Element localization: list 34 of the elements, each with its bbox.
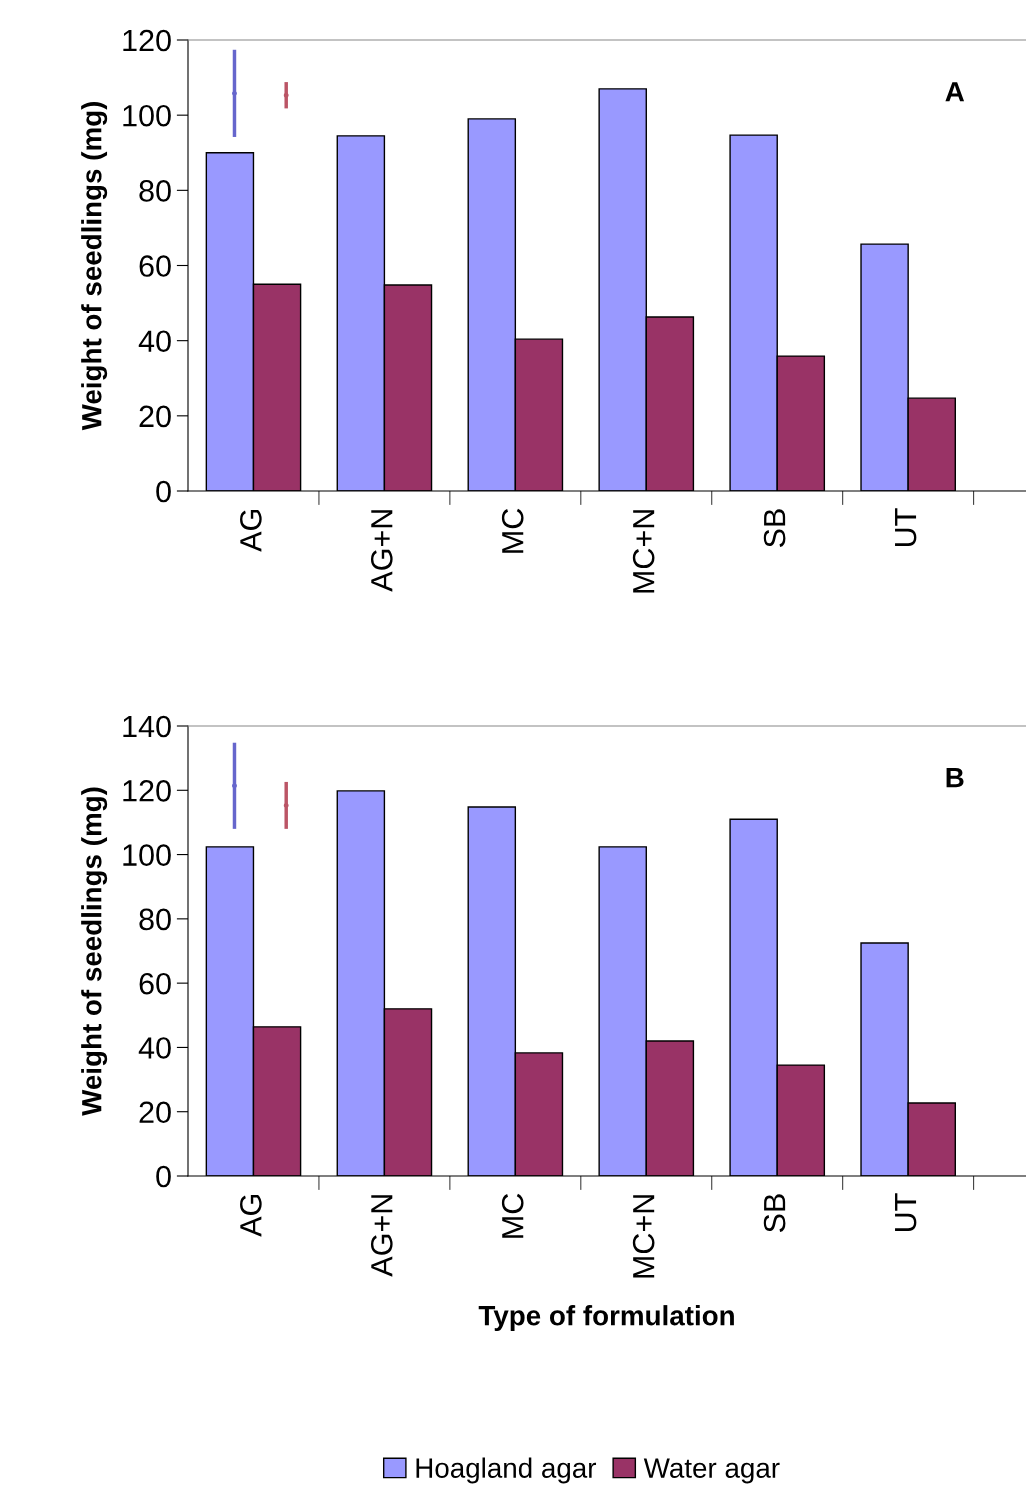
- y-tick-label: 60: [139, 972, 171, 995]
- x-axis-title: Type of formulation: [478, 1305, 734, 1331]
- annotation: B: [946, 768, 964, 788]
- y-tick-label: 100: [123, 844, 171, 866]
- x-tick-label: SB: [763, 509, 786, 548]
- y-tick-label: 20: [139, 405, 171, 428]
- y-tick-label: 120: [123, 29, 171, 52]
- x-tick-label: AG: [240, 1194, 262, 1237]
- x-tick-label: AG: [240, 509, 262, 552]
- x-tick-label: SB: [763, 1194, 786, 1233]
- y-tick-label: 0: [156, 480, 171, 503]
- y-tick-label: 80: [139, 908, 171, 931]
- x-tick-label: UT: [895, 508, 917, 547]
- y-tick-label: 40: [138, 1037, 171, 1059]
- x-tick-label: MC+N: [632, 510, 655, 593]
- y-tick-label: 80: [139, 180, 171, 202]
- y-tick-label: 40: [138, 330, 171, 353]
- x-tick-label: UT: [895, 1193, 917, 1232]
- y-tick-label: 60: [139, 255, 171, 277]
- x-tick-label: AG+N: [370, 510, 393, 592]
- y-axis-title: Weight of seedlings (mg): [81, 787, 108, 1116]
- legend-label: Water agar: [643, 1458, 780, 1484]
- legend-label: Hoagland agar: [416, 1457, 597, 1484]
- y-tick-label: 120: [123, 780, 171, 802]
- annotation: A: [945, 82, 965, 102]
- y-tick-label: 20: [139, 1101, 171, 1124]
- y-tick-label: 0: [156, 1165, 171, 1188]
- x-tick-label: MC: [501, 1193, 524, 1238]
- y-axis-title: Weight of seedlings (mg): [81, 101, 108, 431]
- x-tick-label: MC: [501, 508, 524, 553]
- y-tick-label: 100: [123, 104, 171, 127]
- x-tick-label: MC+N: [632, 1195, 655, 1278]
- y-tick-label: 140: [123, 715, 171, 738]
- x-tick-label: AG+N: [370, 1195, 393, 1277]
